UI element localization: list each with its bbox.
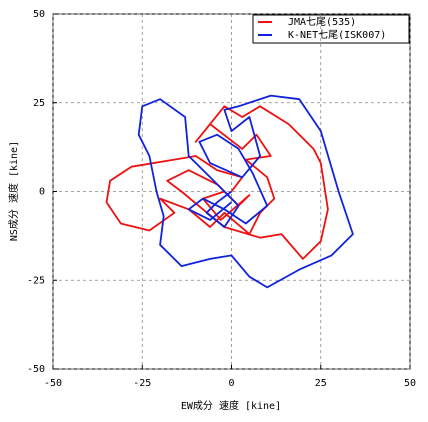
x-tick-label: -50 [44, 378, 62, 389]
y-tick-label: 25 [33, 98, 45, 109]
series-line [137, 94, 354, 289]
y-axis-label: NS成分 速度 [kine] [7, 141, 20, 241]
legend-box [252, 14, 410, 44]
legend-label: JMA七尾(535) [288, 16, 356, 28]
x-tick-label: -25 [133, 378, 151, 389]
legend-label: K-NET七尾(ISK007) [288, 29, 386, 41]
x-tick-label: 0 [228, 378, 234, 389]
y-tick-label: 0 [39, 187, 45, 198]
y-tick-label: -50 [27, 364, 45, 375]
x-tick-label: 50 [404, 378, 416, 389]
x-tick-label: 25 [315, 378, 327, 389]
series-line [105, 105, 329, 260]
y-tick-label: 50 [33, 9, 45, 20]
y-tick-label: -25 [27, 275, 45, 286]
x-axis-label: EW成分 速度 [kine] [181, 399, 281, 412]
